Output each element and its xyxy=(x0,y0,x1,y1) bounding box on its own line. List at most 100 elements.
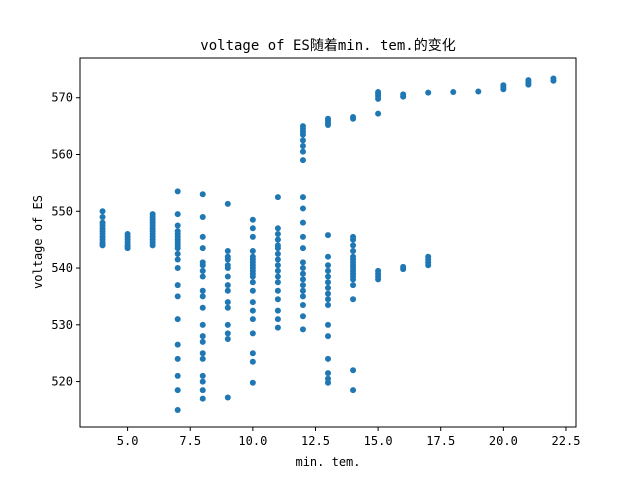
data-point xyxy=(325,355,331,362)
data-point xyxy=(325,375,331,382)
data-points xyxy=(99,75,557,413)
data-point xyxy=(199,355,206,362)
data-point xyxy=(224,253,231,260)
data-point xyxy=(249,233,256,240)
data-point xyxy=(525,77,532,84)
data-point xyxy=(99,219,106,226)
data-point xyxy=(274,194,281,201)
data-point xyxy=(174,316,181,323)
data-point xyxy=(199,304,206,311)
data-point xyxy=(274,296,281,303)
data-point xyxy=(274,230,281,237)
data-point xyxy=(274,279,281,286)
data-point xyxy=(174,293,181,300)
data-point xyxy=(249,379,256,386)
data-point xyxy=(199,233,206,240)
x-axis-ticks: 5.0 7.5 10.0 12.5 15.0 17.5 20.0 22.5 xyxy=(117,427,580,448)
data-point xyxy=(475,88,482,95)
data-point xyxy=(199,321,206,328)
data-point xyxy=(199,191,206,198)
data-point xyxy=(224,299,231,306)
data-point xyxy=(550,75,557,82)
data-point xyxy=(224,304,231,311)
y-tick-label: 540 xyxy=(51,261,73,275)
data-point xyxy=(274,316,281,323)
x-tick-label: 5.0 xyxy=(117,434,139,448)
data-point xyxy=(299,265,306,272)
data-point xyxy=(350,367,357,374)
data-point xyxy=(299,282,306,289)
data-point xyxy=(425,253,432,260)
data-point xyxy=(299,142,306,149)
data-point xyxy=(325,290,331,297)
data-point xyxy=(325,296,331,303)
data-point xyxy=(199,350,206,357)
data-point xyxy=(325,267,331,274)
data-point xyxy=(199,267,206,274)
data-point xyxy=(274,267,281,274)
data-point xyxy=(199,213,206,220)
data-point xyxy=(299,313,306,320)
data-point xyxy=(325,333,331,340)
data-point xyxy=(124,243,131,250)
data-point xyxy=(149,228,156,235)
data-point xyxy=(375,110,382,117)
x-tick-label: 15.0 xyxy=(364,434,393,448)
data-point xyxy=(299,205,306,212)
data-point xyxy=(325,321,331,328)
y-axis-ticks: 520 530 540 550 560 570 xyxy=(51,91,80,389)
x-axis-label: min. tem. xyxy=(295,455,360,469)
data-point xyxy=(375,267,382,274)
data-point xyxy=(400,263,407,270)
data-point xyxy=(299,219,306,226)
data-point xyxy=(199,287,206,294)
data-point xyxy=(274,287,281,294)
data-point xyxy=(249,248,256,255)
data-point xyxy=(174,188,181,195)
y-axis-label: voltage of ES xyxy=(31,195,45,289)
data-point xyxy=(224,200,231,207)
data-point xyxy=(350,114,357,121)
y-tick-label: 570 xyxy=(51,91,73,105)
data-point xyxy=(224,287,231,294)
data-point xyxy=(350,282,357,289)
data-point xyxy=(274,262,281,269)
data-point xyxy=(299,245,306,252)
data-point xyxy=(199,273,206,280)
data-point xyxy=(299,326,306,333)
data-point xyxy=(224,330,231,337)
data-point xyxy=(174,282,181,289)
data-point xyxy=(249,299,256,306)
data-point xyxy=(249,350,256,357)
data-point xyxy=(350,233,357,240)
data-point xyxy=(99,208,106,215)
x-tick-label: 17.5 xyxy=(426,434,455,448)
data-point xyxy=(299,287,306,294)
data-point xyxy=(199,338,206,345)
data-point xyxy=(199,387,206,394)
data-point xyxy=(149,239,156,246)
data-point xyxy=(325,232,331,239)
data-point xyxy=(500,82,507,89)
data-point xyxy=(174,250,181,257)
data-point xyxy=(149,211,156,218)
data-point xyxy=(274,324,281,331)
data-point xyxy=(299,137,306,144)
data-point xyxy=(124,230,131,237)
data-point xyxy=(249,216,256,223)
data-point xyxy=(375,89,382,96)
data-point xyxy=(149,216,156,223)
data-point xyxy=(174,265,181,272)
data-point xyxy=(99,241,106,248)
data-point xyxy=(450,89,457,96)
data-point xyxy=(174,341,181,348)
data-point xyxy=(274,250,281,257)
data-point xyxy=(350,248,357,255)
data-point xyxy=(174,222,181,229)
data-point xyxy=(249,330,256,337)
data-point xyxy=(325,370,331,377)
data-point xyxy=(174,228,181,235)
y-tick-label: 520 xyxy=(51,375,73,389)
y-tick-label: 530 xyxy=(51,318,73,332)
